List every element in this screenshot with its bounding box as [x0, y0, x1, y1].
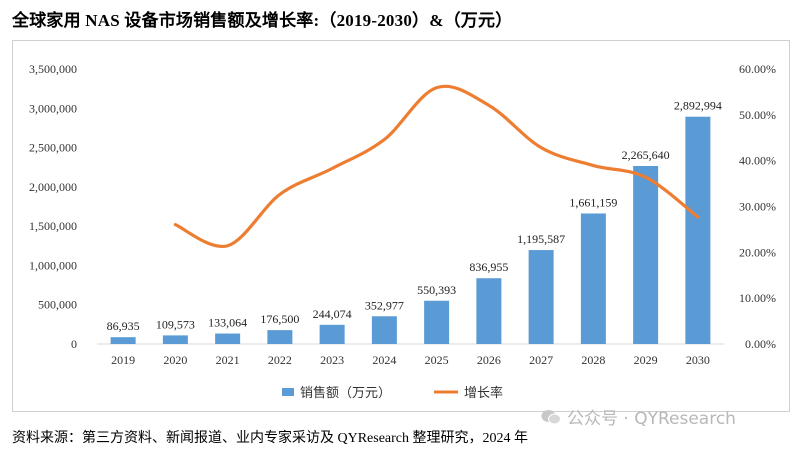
- watermark: 公众号 · QYResearch: [541, 404, 736, 429]
- legend-swatch-sales: [282, 388, 294, 396]
- y-left-tick-label: 1,500,000: [29, 219, 77, 233]
- x-tick-label: 2022: [268, 353, 292, 367]
- y-right-tick-label: 50.00%: [739, 108, 776, 122]
- bar-series: [110, 116, 711, 344]
- line-series: [173, 84, 700, 249]
- y-right-tick-label: 60.00%: [739, 62, 776, 76]
- y-right-tick-label: 40.00%: [739, 154, 776, 168]
- bar-data-label: 1,661,159: [569, 195, 617, 209]
- bar-data-label: 2,892,994: [674, 99, 722, 113]
- y-axis-right: 0.00% 10.00% 20.00% 30.00% 40.00% 50.00% 60.00…: [739, 62, 776, 351]
- wechat-icon: [541, 409, 561, 425]
- bar-data-label: 109,573: [156, 317, 195, 331]
- bar-data-label: 550,393: [417, 283, 456, 297]
- bar-data-label: 244,074: [313, 307, 352, 321]
- x-tick-label: 2029: [634, 353, 658, 367]
- growth-rate-line: [173, 84, 700, 249]
- bar-data-label: 1,195,587: [517, 232, 565, 246]
- bar: [476, 278, 502, 344]
- x-tick-label: 2020: [163, 353, 187, 367]
- y-left-tick-label: 3,500,000: [29, 62, 77, 76]
- bar: [319, 324, 345, 344]
- bar-data-labels: 86,935 109,573 133,064 176,500 244,074 352,97…: [107, 99, 722, 333]
- y-left-tick-label: 0: [71, 337, 77, 351]
- bar-data-label: 133,064: [208, 316, 247, 330]
- y-right-tick-label: 10.00%: [739, 291, 776, 305]
- chart: 0 500,000 1,000,000 1,500,000 2,000,000 2,500…: [29, 62, 776, 401]
- bar-data-label: 86,935: [107, 319, 140, 333]
- bar: [633, 165, 659, 344]
- bar-data-label: 176,500: [260, 312, 299, 326]
- x-tick-label: 2028: [581, 353, 605, 367]
- y-right-tick-label: 0.00%: [745, 337, 776, 351]
- x-axis: 2019 2020 2021 2022 2023 2024 2025 2026 2027 2028…: [97, 343, 724, 367]
- y-left-tick-label: 1,000,000: [29, 258, 77, 272]
- bar-data-label: 836,955: [469, 260, 508, 274]
- bar: [528, 250, 554, 344]
- x-tick-label: 2024: [372, 353, 396, 367]
- chart-frame: [12, 40, 790, 412]
- x-tick-label: 2023: [320, 353, 344, 367]
- y-left-tick-label: 2,000,000: [29, 180, 77, 194]
- bar: [580, 213, 606, 344]
- legend-label-sales: 销售额（万元）: [300, 385, 391, 401]
- x-tick-label: 2021: [216, 353, 240, 367]
- bar: [267, 330, 293, 344]
- y-left-tick-label: 2,500,000: [29, 141, 77, 155]
- x-tick-label: 2030: [686, 353, 710, 367]
- bar: [215, 333, 241, 344]
- y-left-tick-label: 500,000: [38, 298, 77, 312]
- bar: [371, 316, 397, 344]
- bar: [685, 116, 711, 344]
- bar: [110, 337, 136, 344]
- legend: 销售额（万元） 增长率: [282, 385, 503, 401]
- source-note: 资料来源：第三方资料、新闻报道、业内专家采访及 QYResearch 整理研究，…: [12, 431, 529, 446]
- chart-title: 全球家用 NAS 设备市场销售额及增长率:（2019-2030）&（万元）: [12, 11, 513, 30]
- watermark-text: 公众号 · QYResearch: [567, 409, 736, 429]
- bar-data-label: 352,977: [365, 298, 404, 312]
- y-right-tick-label: 30.00%: [739, 200, 776, 214]
- x-tick-label: 2025: [425, 353, 449, 367]
- x-tick-label: 2026: [477, 353, 501, 367]
- legend-label-growth: 增长率: [464, 385, 503, 401]
- bar-data-label: 2,265,640: [622, 148, 670, 162]
- y-right-tick-label: 20.00%: [739, 245, 776, 259]
- x-tick-label: 2027: [529, 353, 553, 367]
- bar: [162, 335, 188, 344]
- x-tick-label: 2019: [111, 353, 135, 367]
- y-left-tick-label: 3,000,000: [29, 101, 77, 115]
- y-axis-left: 0 500,000 1,000,000 1,500,000 2,000,000 2,500…: [29, 62, 77, 351]
- bar: [424, 300, 450, 344]
